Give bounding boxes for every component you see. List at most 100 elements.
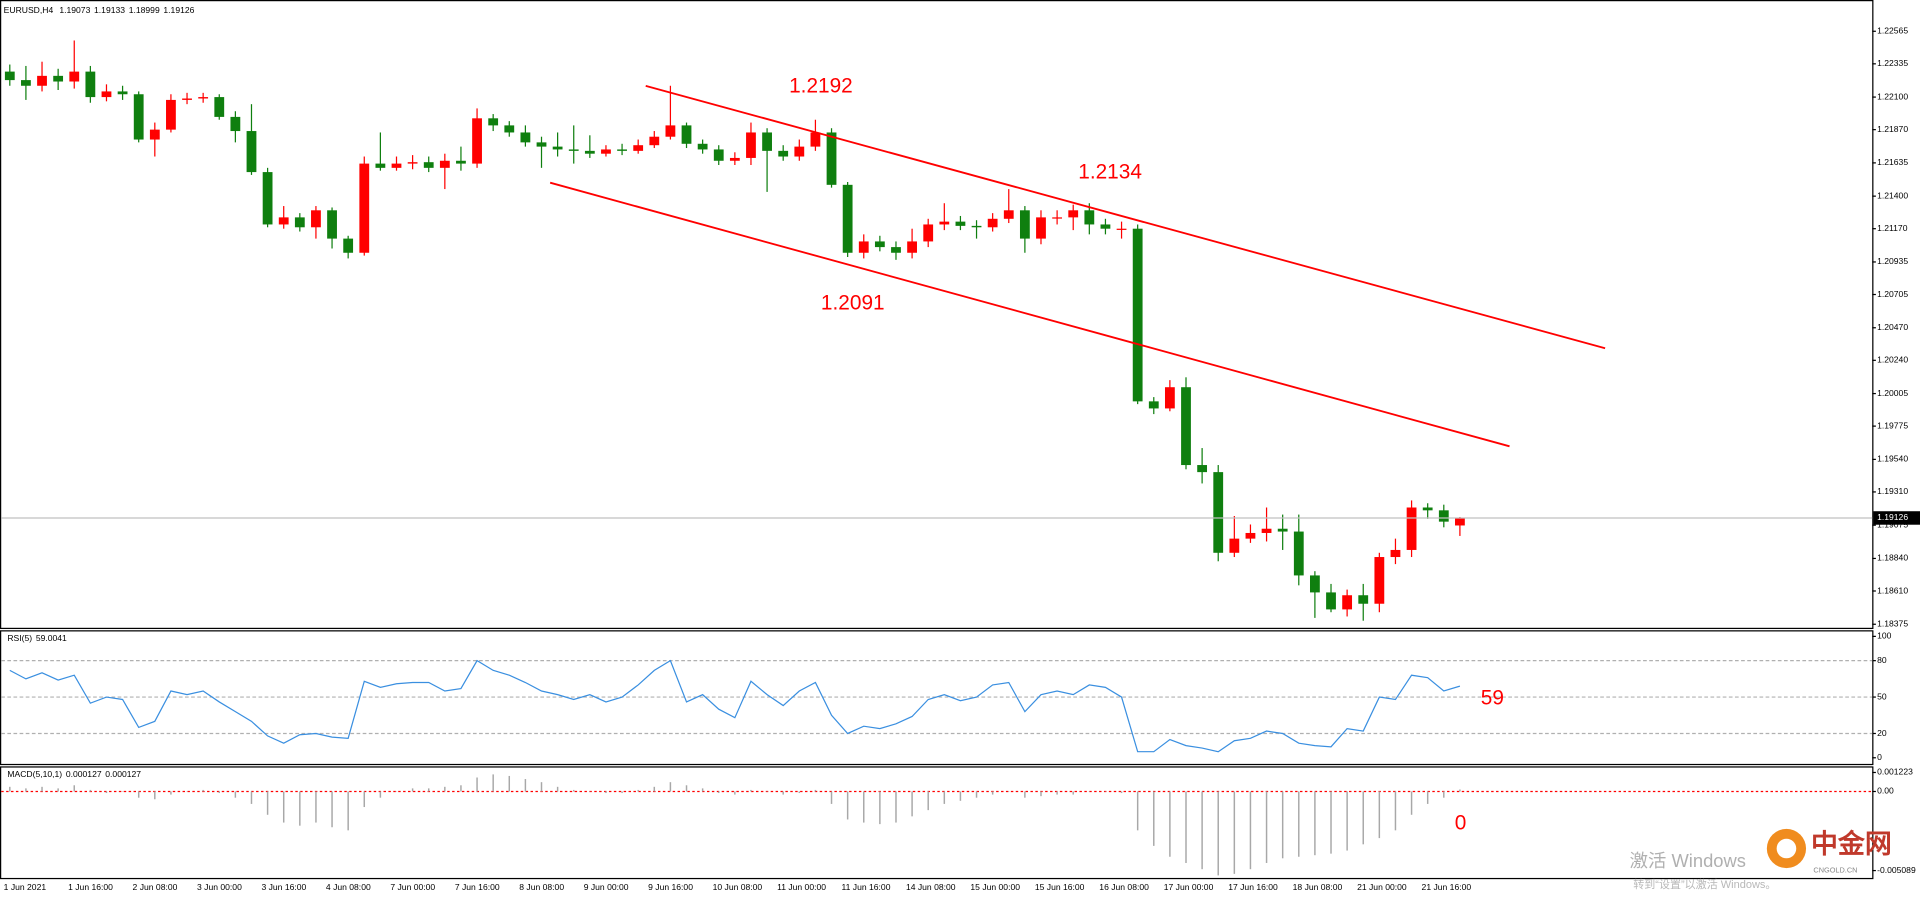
macd-bar [41,786,43,792]
y-tick-label: 0.001223 [1877,767,1913,777]
annotation: 1.2091 [821,292,885,315]
macd-bar [476,777,478,792]
macd-bar [734,791,736,795]
annotation: 0 [1455,811,1467,834]
macd-bar [895,791,897,823]
x-tick-label: 14 Jun 08:00 [906,882,956,892]
candle-body [1003,210,1014,219]
x-tick-label: 1 Jun 16:00 [68,882,113,892]
macd-bar [1056,791,1058,795]
candle-body [504,125,515,133]
y-tick-label: 1.21170 [1877,223,1908,233]
candle-body [1116,228,1127,230]
candle-body [971,225,982,228]
macd-bar [250,791,253,804]
x-tick-label: 17 Jun 16:00 [1228,882,1278,892]
macd-bar [879,791,881,825]
macd-signal: 0.000127 [105,769,141,779]
macd-bar [1217,791,1219,876]
macd-bar [427,788,430,792]
macd-bar [460,785,462,792]
candle-body [568,149,579,151]
candle-body [1277,528,1288,532]
candle-body [311,210,321,228]
x-tick-label: 4 Jun 08:00 [326,882,371,892]
y-tick-label: 1.18375 [1877,619,1908,629]
close: 1.19126 [163,5,194,15]
x-tick-label: 15 Jun 00:00 [970,882,1020,892]
macd-bar [57,788,59,792]
logo-icon-inner [1776,838,1797,859]
candle-body [1342,595,1353,610]
macd-panel [0,766,1874,880]
macd-bar [621,791,623,794]
y-tick-label: 1.20935 [1877,256,1908,266]
macd-bar [234,791,237,798]
x-tick-label: 3 Jun 00:00 [197,882,242,892]
candle-body [214,97,225,117]
low: 1.18999 [129,5,160,15]
candle-body [101,91,112,98]
candle-body [21,80,31,86]
macd-bar [1169,791,1171,857]
macd-bar [1443,791,1445,798]
candle-body [794,146,805,157]
candle-body [407,162,418,164]
main-panel [0,0,1874,630]
y-tick-label: 1.20005 [1877,388,1908,398]
x-tick-label: 11 Jun 16:00 [842,882,891,892]
macd-header: MACD(5,10,1) 0.000127 0.000127 [7,769,141,779]
macd-bar [943,791,946,804]
candle-body [1148,401,1159,409]
candle-body [762,132,772,151]
macd-bar [299,791,301,826]
macd-bar [572,789,575,792]
candle-body [472,118,482,164]
y-tick-label: 1.20470 [1877,322,1908,332]
annotation: 1.2134 [1078,160,1142,183]
y-tick-label: 100 [1877,631,1892,641]
y-tick-label: 1.21635 [1877,157,1908,167]
macd-bar [73,785,75,792]
channel-lower [549,181,1510,448]
candle-body [858,241,869,253]
candle-body [198,97,209,99]
channel-upper [645,84,1606,350]
candle-body [1197,465,1208,473]
macd-bar [1201,791,1203,870]
x-tick-label: 3 Jun 16:00 [261,882,306,892]
macd-bar [975,791,978,798]
macd-bar [605,791,607,794]
candle-body [327,210,337,239]
macd-bar [1233,791,1236,874]
logo-site: CNGOLD.CN [1813,866,1857,875]
candle-body [1132,228,1143,402]
y-tick-label: 1.19310 [1877,486,1908,496]
macd-bar [25,788,27,792]
candle-body [4,71,15,81]
y-tick-label: 0.00 [1877,786,1894,796]
rsi-value: 59.0041 [36,633,67,643]
macd-bar [1024,791,1026,798]
macd-bar [1362,791,1364,845]
candle-body [681,125,692,144]
macd-bar [1459,789,1461,792]
macd-bar [331,791,333,828]
candle-body [343,238,354,253]
candle-body [891,247,901,253]
candle-body [1036,217,1046,239]
macd-bar [218,791,220,794]
candle-body [69,71,80,82]
candle-body [1019,210,1030,239]
x-tick-label: 17 Jun 00:00 [1164,882,1214,892]
macd-bar [750,789,752,792]
y-tick-label: 20 [1877,728,1887,738]
candle-body [149,129,160,140]
rsi-header: RSI(5) 59.0041 [7,633,67,643]
candle-body [1358,595,1369,604]
macd-bar [1410,791,1413,815]
macd-bar [1265,791,1268,863]
price-tag [1873,511,1920,525]
y-tick-label: 1.21870 [1877,124,1908,134]
